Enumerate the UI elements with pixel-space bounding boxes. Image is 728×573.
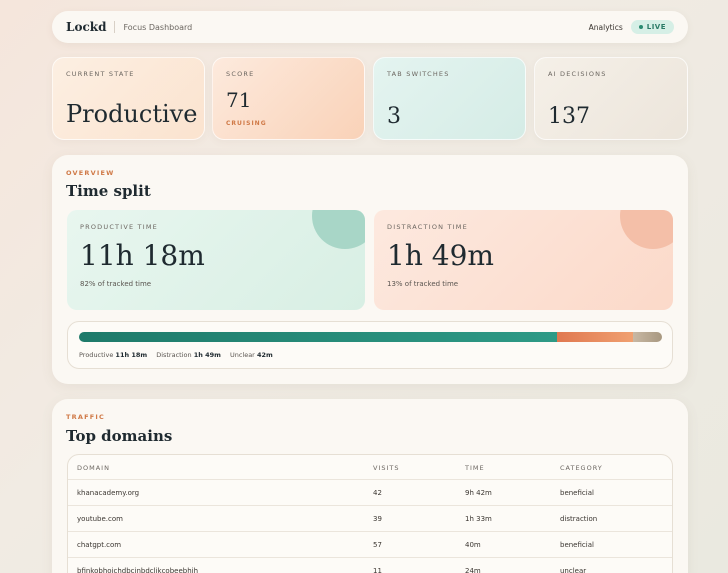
live-label: LIVE [646, 23, 666, 31]
stat-label: AI DECISIONS [548, 70, 607, 78]
table-row[interactable]: youtube.com 39 1h 33m distraction [68, 505, 672, 531]
distraction-time-card: DISTRACTION TIME 1h 49m 13% of tracked t… [374, 210, 673, 310]
time-cell: 40m [465, 541, 481, 549]
live-dot-icon [638, 25, 643, 29]
legend-item-unclear: Unclear 42m [229, 351, 273, 359]
stat-value: 71 [226, 88, 252, 112]
category-cell: distraction [560, 515, 598, 523]
table-header: DOMAIN VISITS TIME CATEGORY [68, 455, 672, 481]
traffic-panel: TRAFFIC Top domains DOMAIN VISITS TIME C… [52, 399, 688, 573]
column-header[interactable]: DOMAIN [77, 464, 110, 472]
bar-legend: Productive 11h 18m Distraction 1h 49m Un… [79, 351, 273, 359]
productive-segment [79, 332, 558, 342]
section-eyebrow: TRAFFIC [66, 413, 105, 421]
column-header[interactable]: VISITS [373, 464, 400, 472]
stat-label: TAB SWITCHES [387, 70, 450, 78]
category-cell: unclear [560, 567, 587, 573]
legend-item-productive: Productive 11h 18m [79, 351, 148, 359]
table-row[interactable]: bfinkobhoichdbcinbdclikcobeebhih 11 24m … [68, 557, 672, 573]
column-header[interactable]: CATEGORY [560, 464, 603, 472]
domains-table: DOMAIN VISITS TIME CATEGORY khanacademy.… [67, 454, 673, 573]
unclear-segment [632, 332, 662, 342]
time-cell: 24m [465, 567, 481, 573]
split-value: 1h 49m [387, 239, 494, 272]
tab-switches-card: TAB SWITCHES 3 [373, 57, 526, 140]
app-subtitle: Focus Dashboard [123, 22, 193, 32]
distraction-segment [557, 332, 633, 342]
table-row[interactable]: chatgpt.com 57 40m beneficial [68, 531, 672, 557]
domain-cell: bfinkobhoichdbcinbdclikcobeebhih [77, 567, 199, 573]
table-row[interactable]: khanacademy.org 42 9h 42m beneficial [68, 479, 672, 505]
time-cell: 1h 33m [465, 515, 492, 523]
stat-value: 3 [387, 104, 401, 129]
time-cell: 9h 42m [465, 489, 492, 497]
category-cell: beneficial [560, 541, 594, 549]
stat-label: SCORE [226, 70, 255, 78]
category-cell: beneficial [560, 489, 594, 497]
divider [114, 21, 116, 33]
time-split-bar [79, 332, 662, 342]
legend-item-distraction: Distraction 1h 49m [156, 351, 221, 359]
score-status: CRUISING [226, 120, 267, 127]
productive-time-card: PRODUCTIVE TIME 11h 18m 82% of tracked t… [67, 210, 365, 310]
domain-cell: youtube.com [77, 515, 123, 523]
visits-cell: 57 [373, 541, 382, 549]
score-card: SCORE 71 CRUISING [212, 57, 365, 140]
split-label: PRODUCTIVE TIME [80, 223, 158, 231]
current-state-card: CURRENT STATE Productive [52, 57, 205, 140]
stat-label: CURRENT STATE [66, 70, 135, 78]
split-note: 82% of tracked time [80, 280, 152, 288]
visits-cell: 11 [373, 567, 382, 573]
domain-cell: chatgpt.com [77, 541, 122, 549]
visits-cell: 42 [373, 489, 382, 497]
top-bar: Lockd Focus Dashboard Analytics LIVE [52, 11, 688, 43]
brand-logo[interactable]: Lockd [66, 20, 107, 34]
time-split-bar-box: Productive 11h 18m Distraction 1h 49m Un… [67, 321, 673, 369]
section-eyebrow: OVERVIEW [66, 169, 115, 177]
stat-value: 137 [548, 104, 590, 129]
domain-cell: khanacademy.org [77, 489, 140, 497]
split-value: 11h 18m [80, 239, 205, 272]
analytics-link[interactable]: Analytics [588, 22, 623, 32]
split-label: DISTRACTION TIME [387, 223, 468, 231]
live-badge: LIVE [630, 20, 674, 34]
section-title: Top domains [66, 427, 173, 445]
overview-panel: OVERVIEW Time split PRODUCTIVE TIME 11h … [52, 155, 688, 384]
stat-value: Productive [66, 100, 198, 128]
ai-decisions-card: AI DECISIONS 137 [534, 57, 688, 140]
split-note: 13% of tracked time [387, 280, 459, 288]
column-header[interactable]: TIME [465, 464, 485, 472]
section-title: Time split [66, 182, 151, 200]
visits-cell: 39 [373, 515, 382, 523]
